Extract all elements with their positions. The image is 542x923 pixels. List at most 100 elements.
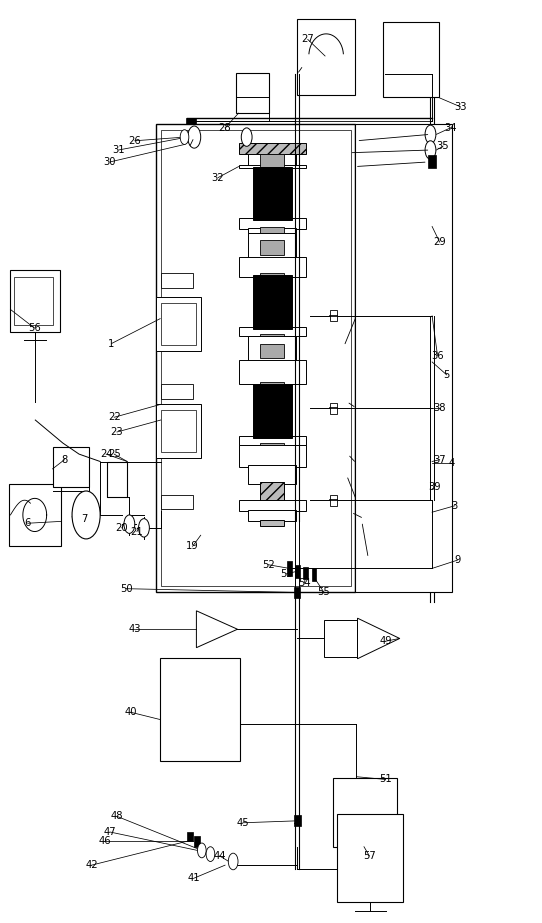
Text: 36: 36 — [431, 351, 444, 361]
Bar — [260, 482, 284, 502]
Bar — [331, 495, 337, 506]
Bar — [238, 445, 306, 467]
Bar — [248, 510, 296, 521]
Circle shape — [228, 853, 238, 869]
Text: 24: 24 — [100, 450, 112, 459]
Bar — [238, 164, 306, 168]
Text: 56: 56 — [28, 323, 41, 333]
Bar — [253, 384, 292, 438]
Bar — [383, 22, 438, 98]
Bar — [238, 360, 306, 384]
Bar — [356, 125, 451, 593]
Bar — [157, 125, 356, 593]
Text: 9: 9 — [454, 555, 461, 565]
Bar — [294, 815, 301, 826]
Text: 3: 3 — [451, 501, 458, 510]
Bar — [333, 777, 397, 846]
Text: 1: 1 — [108, 339, 115, 349]
Bar — [194, 835, 199, 846]
Bar — [331, 310, 337, 321]
Circle shape — [241, 128, 252, 147]
Bar — [187, 832, 192, 841]
Bar — [238, 257, 306, 277]
Text: 32: 32 — [212, 173, 224, 183]
Text: 8: 8 — [61, 455, 68, 464]
Bar — [312, 569, 317, 581]
Text: 52: 52 — [262, 559, 275, 569]
Bar — [238, 436, 306, 445]
Bar — [260, 240, 284, 255]
Polygon shape — [358, 618, 399, 659]
Text: 22: 22 — [108, 413, 121, 422]
Bar — [260, 382, 284, 388]
Text: 6: 6 — [24, 518, 31, 528]
Text: 37: 37 — [434, 455, 446, 464]
Bar — [248, 233, 296, 258]
Circle shape — [206, 846, 215, 861]
Bar — [10, 270, 60, 332]
Text: 27: 27 — [301, 34, 314, 44]
Text: 30: 30 — [104, 157, 116, 167]
Text: 57: 57 — [363, 851, 376, 861]
Bar — [238, 500, 306, 511]
Bar — [287, 561, 292, 576]
Bar — [9, 484, 61, 546]
Bar — [160, 658, 240, 761]
Text: 7: 7 — [81, 513, 88, 523]
Text: 51: 51 — [379, 774, 392, 785]
Circle shape — [124, 515, 135, 533]
Bar — [161, 495, 193, 509]
Text: 40: 40 — [124, 707, 137, 717]
Bar — [161, 384, 193, 399]
Bar — [260, 443, 284, 447]
Bar — [161, 303, 196, 345]
Text: 5: 5 — [443, 370, 450, 380]
Circle shape — [197, 843, 206, 857]
Text: 46: 46 — [98, 836, 111, 846]
Text: 39: 39 — [428, 483, 441, 492]
Bar — [331, 402, 337, 414]
Bar — [157, 404, 201, 458]
Text: 55: 55 — [318, 587, 331, 597]
Text: 21: 21 — [131, 526, 143, 536]
Bar — [238, 327, 306, 336]
Bar — [161, 130, 351, 586]
Text: 33: 33 — [454, 102, 467, 112]
Bar — [248, 465, 296, 484]
Bar — [185, 118, 196, 125]
Text: 54: 54 — [298, 578, 311, 588]
Text: 50: 50 — [120, 583, 132, 593]
Text: 26: 26 — [128, 136, 141, 146]
Text: 4: 4 — [449, 459, 455, 468]
Bar — [161, 410, 196, 452]
Bar — [253, 275, 292, 329]
Text: 20: 20 — [115, 522, 128, 533]
Bar — [53, 447, 89, 487]
Text: 34: 34 — [444, 123, 457, 133]
Bar — [260, 343, 284, 358]
Bar — [107, 462, 127, 497]
Text: 45: 45 — [236, 818, 249, 828]
Circle shape — [139, 519, 150, 537]
Text: 42: 42 — [85, 860, 98, 870]
Bar — [304, 567, 308, 580]
Bar — [324, 620, 358, 657]
Circle shape — [72, 491, 100, 539]
Bar — [238, 143, 306, 154]
Bar — [337, 814, 403, 902]
Text: 23: 23 — [111, 427, 123, 437]
Bar — [14, 277, 53, 325]
Polygon shape — [196, 611, 237, 648]
Text: 35: 35 — [437, 141, 449, 151]
Text: 47: 47 — [104, 827, 116, 837]
Circle shape — [188, 126, 201, 149]
Text: 49: 49 — [379, 636, 392, 646]
Bar — [260, 273, 284, 281]
Bar — [248, 154, 296, 166]
Circle shape — [425, 126, 436, 144]
Bar — [161, 273, 193, 288]
Bar — [295, 565, 300, 578]
Text: 44: 44 — [214, 851, 226, 861]
Bar — [260, 227, 284, 234]
Bar — [248, 336, 296, 362]
